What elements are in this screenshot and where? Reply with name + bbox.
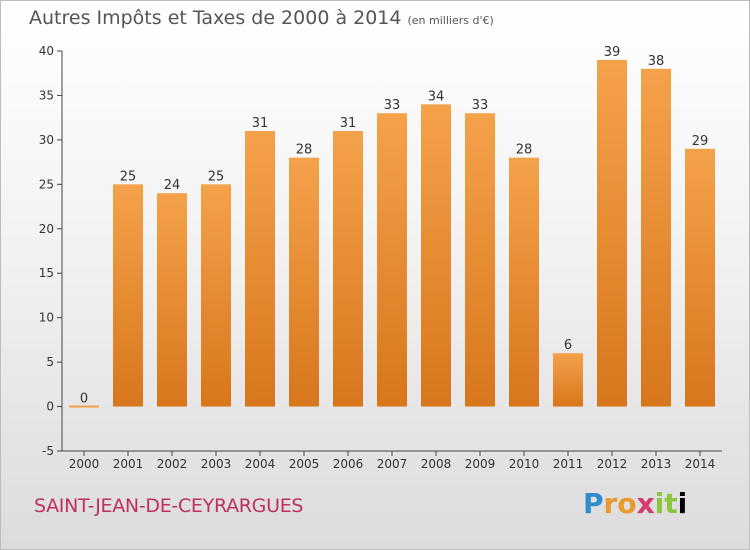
- y-tick-label: -5: [42, 444, 54, 458]
- x-tick-label: 2011: [553, 457, 584, 471]
- bar: [289, 157, 319, 407]
- y-tick-label: 15: [39, 266, 54, 280]
- x-tick-label: 2008: [421, 457, 452, 471]
- bar-value-label: 29: [692, 134, 709, 149]
- bar-value-label: 25: [120, 169, 137, 184]
- bar-value-label: 6: [564, 338, 572, 353]
- y-tick-label: 30: [39, 133, 54, 147]
- x-tick-label: 2003: [201, 457, 232, 471]
- y-tick-label: 10: [39, 311, 54, 325]
- bar-value-label: 25: [208, 169, 225, 184]
- y-tick-label: 40: [39, 44, 54, 58]
- axes: -5 0 5 10 15 20 25 30 35 40 2000 2001 2002 2003 2004 20…: [39, 44, 722, 471]
- x-tick-label: 2001: [113, 457, 144, 471]
- y-tick-label: 35: [39, 88, 54, 102]
- x-tick-label: 2012: [597, 457, 628, 471]
- bar-value-label: 38: [648, 54, 665, 69]
- bar: [201, 184, 231, 407]
- bars: [69, 59, 715, 408]
- bar-value-label: 33: [472, 98, 489, 113]
- bar: [553, 353, 583, 407]
- x-tick-label: 2000: [69, 457, 100, 471]
- bar-value-label: 28: [296, 143, 313, 158]
- x-tick-label: 2002: [157, 457, 188, 471]
- bar: [421, 104, 451, 407]
- y-tick-label: 25: [39, 177, 54, 191]
- bar: [641, 68, 671, 407]
- bar-value-label: 39: [604, 45, 621, 60]
- x-tick-label: 2014: [685, 457, 716, 471]
- bar-value-label: 31: [340, 116, 357, 131]
- y-tick-label: 5: [46, 355, 54, 369]
- bar: [597, 59, 627, 407]
- bar-value-label: 31: [252, 116, 269, 131]
- bar: [509, 157, 539, 407]
- x-tick-label: 2004: [245, 457, 276, 471]
- chart-title: Autres Impôts et Taxes de 2000 à 2014 (en…: [29, 7, 494, 29]
- bar: [333, 131, 363, 407]
- bar-value-label: 24: [164, 178, 181, 193]
- bar: [377, 113, 407, 407]
- chart-unit: (en milliers d'€): [407, 14, 494, 27]
- x-tick-label: 2007: [377, 457, 408, 471]
- y-tick-label: 0: [46, 400, 54, 414]
- proxiti-logo: Proxiti: [583, 487, 688, 520]
- y-tick-label: 20: [39, 222, 54, 236]
- x-tick-label: 2006: [333, 457, 364, 471]
- commune-name: SAINT-JEAN-DE-CEYRARGUES: [34, 495, 304, 517]
- x-tick-label: 2010: [509, 457, 540, 471]
- bar: [685, 148, 715, 407]
- bar: [113, 184, 143, 407]
- chart-title-text: Autres Impôts et Taxes de 2000 à 2014: [29, 7, 402, 29]
- data-labels: 0 25 24 25 31 28 31 33 34 33 28 6 39 38 29: [80, 45, 708, 407]
- bar-value-label: 34: [428, 89, 445, 104]
- bar: [245, 131, 275, 407]
- x-tick-label: 2009: [465, 457, 496, 471]
- bar: [465, 113, 495, 407]
- x-tick-label: 2013: [641, 457, 672, 471]
- bar: [157, 193, 187, 407]
- bar: [69, 405, 99, 408]
- bar-value-label: 33: [384, 98, 401, 113]
- bar-value-label: 28: [516, 143, 533, 158]
- bar-value-label: 0: [80, 392, 88, 407]
- x-tick-label: 2005: [289, 457, 320, 471]
